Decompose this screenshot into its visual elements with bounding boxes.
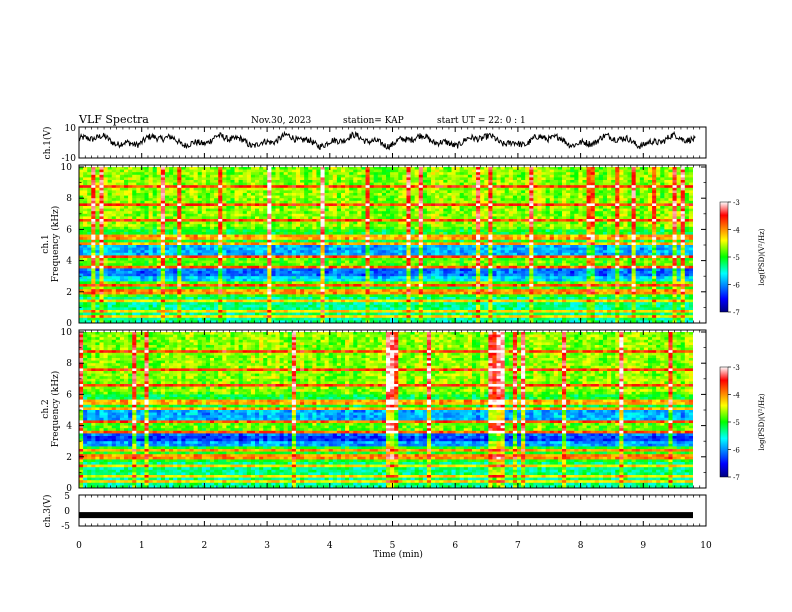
time-tick-label: 4 bbox=[327, 541, 333, 551]
colorbar-tick-label: -4 bbox=[733, 227, 740, 235]
frequency-tick-label: 10 bbox=[61, 163, 73, 173]
ch2-colorbar-gradient bbox=[719, 366, 729, 478]
ch3-ytick-bottom: -5 bbox=[61, 522, 70, 532]
time-tick-label: 3 bbox=[264, 541, 270, 551]
colorbar-tick-label: -4 bbox=[733, 392, 740, 400]
time-tick-label: 9 bbox=[640, 541, 646, 551]
colorbar-tick-label: -3 bbox=[733, 199, 740, 207]
colorbar-tick-label: -6 bbox=[733, 447, 740, 455]
ch3-ytick-mid: 0 bbox=[64, 507, 70, 517]
time-tick-label: 8 bbox=[578, 541, 584, 551]
ch3-ylabel: ch.3(V) bbox=[42, 495, 53, 528]
time-tick-label: 2 bbox=[202, 541, 208, 551]
ch1-colorbar-gradient bbox=[719, 201, 729, 313]
ch1-waveform-line bbox=[78, 130, 696, 151]
ch1-spectrogram-panel: 0 2 4 6 8 10 ch.1 Frequency (kHz) bbox=[41, 163, 707, 329]
frequency-tick-label: 8 bbox=[66, 194, 72, 204]
ch1-ytick-bottom: -10 bbox=[62, 154, 77, 164]
ch1-colorbar: -3 -4 -5 -6 -7 log(PSD)(V²/Hz) bbox=[719, 199, 766, 317]
ch1-spectrogram-image bbox=[79, 167, 693, 323]
ch2-colorbar-label: log(PSD)(V²/Hz) bbox=[758, 393, 766, 450]
ch2-colorbar: -3 -4 -5 -6 -7 log(PSD)(V²/Hz) bbox=[719, 364, 766, 482]
ch2-spectrogram-ylabel-line1: ch.2 bbox=[41, 399, 51, 418]
time-tick-label: 6 bbox=[452, 541, 458, 551]
colorbar-tick-label: -7 bbox=[733, 474, 740, 482]
ch3-ytick-top: 5 bbox=[64, 492, 70, 502]
time-tick-label: 0 bbox=[76, 541, 82, 551]
station-label: station= KAP bbox=[343, 116, 404, 126]
ch2-spectrogram-ylabel-line2: Frequency (kHz) bbox=[50, 371, 61, 448]
frequency-tick-label: 6 bbox=[66, 390, 72, 400]
ch1-ytick-top: 10 bbox=[65, 124, 77, 134]
ch1-spectrogram-ylabel-line1: ch.1 bbox=[41, 234, 51, 253]
colorbar-tick-label: -6 bbox=[733, 282, 740, 290]
ch1-ylabel: ch.1(V) bbox=[42, 127, 53, 160]
frequency-tick-label: 4 bbox=[66, 257, 72, 267]
time-tick-label: 10 bbox=[700, 541, 712, 551]
time-tick-label: 5 bbox=[390, 541, 396, 551]
colorbar-tick-label: -3 bbox=[733, 364, 740, 372]
time-axis-label: Time (min) bbox=[373, 549, 423, 560]
ch3-waveform-line bbox=[79, 512, 693, 519]
start-time-label: start UT = 22: 0 : 1 bbox=[437, 116, 526, 126]
ch1-colorbar-label: log(PSD)(V²/Hz) bbox=[758, 228, 766, 285]
frequency-tick-label: 4 bbox=[66, 422, 72, 432]
ch2-spectrogram-panel: 0 2 4 6 8 10 ch.2 Frequency (kHz) bbox=[41, 328, 707, 494]
ch1-spectrogram-ylabel-line2: Frequency (kHz) bbox=[50, 206, 61, 283]
colorbar-tick-label: -5 bbox=[733, 419, 740, 427]
frequency-tick-label: 2 bbox=[66, 453, 72, 463]
date-label: Nov.30, 2023 bbox=[251, 116, 312, 126]
frequency-tick-label: 10 bbox=[61, 328, 73, 338]
time-tick-label: 7 bbox=[515, 541, 521, 551]
frequency-tick-label: 8 bbox=[66, 359, 72, 369]
frequency-tick-label: 6 bbox=[66, 225, 72, 235]
time-axis: 0 1 2 3 4 5 6 7 8 9 10 bbox=[76, 127, 712, 551]
colorbar-tick-label: -5 bbox=[733, 254, 740, 262]
colorbar-tick-label: -7 bbox=[733, 309, 740, 317]
time-tick-label: 1 bbox=[139, 541, 145, 551]
frequency-tick-label: 0 bbox=[66, 319, 72, 329]
frequency-tick-label: 0 bbox=[66, 484, 72, 494]
figure-title: VLF Spectra bbox=[78, 113, 149, 126]
frequency-tick-label: 2 bbox=[66, 288, 72, 298]
ch2-spectrogram-image bbox=[79, 332, 693, 488]
